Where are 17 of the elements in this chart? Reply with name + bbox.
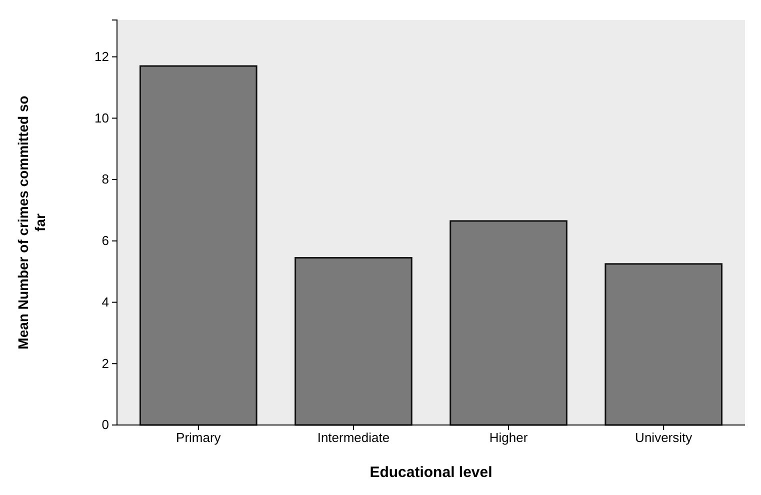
y-tick-label: 8 (102, 172, 109, 187)
bar (294, 257, 412, 426)
y-tick-label: 10 (94, 110, 109, 126)
bar (140, 65, 258, 426)
x-tick-label: Intermediate (317, 430, 390, 446)
y-tick-label: 6 (102, 233, 109, 248)
x-tick-label: Higher (489, 430, 528, 446)
x-tick-label: University (635, 430, 693, 446)
x-tick-label: Primary (176, 430, 222, 446)
bar (604, 263, 722, 426)
y-tick-label: 0 (102, 417, 109, 432)
x-axis-title: Educational level (370, 464, 492, 481)
y-tick-label: 2 (102, 356, 109, 371)
bar (450, 220, 568, 426)
y-axis-title: Mean Number of crimes committed so far (15, 96, 48, 350)
y-tick-label: 12 (94, 48, 109, 64)
y-tick-label: 4 (102, 294, 109, 310)
